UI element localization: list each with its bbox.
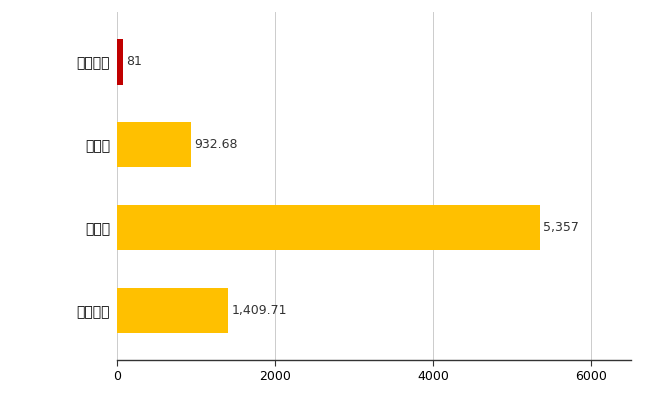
Text: 81: 81 — [127, 55, 142, 68]
Bar — [117, 122, 190, 167]
Bar — [117, 39, 124, 84]
Text: 1,409.71: 1,409.71 — [231, 304, 287, 317]
Bar — [117, 288, 228, 333]
Bar — [117, 205, 540, 250]
Text: 932.68: 932.68 — [194, 138, 237, 151]
Text: 5,357: 5,357 — [543, 221, 579, 234]
